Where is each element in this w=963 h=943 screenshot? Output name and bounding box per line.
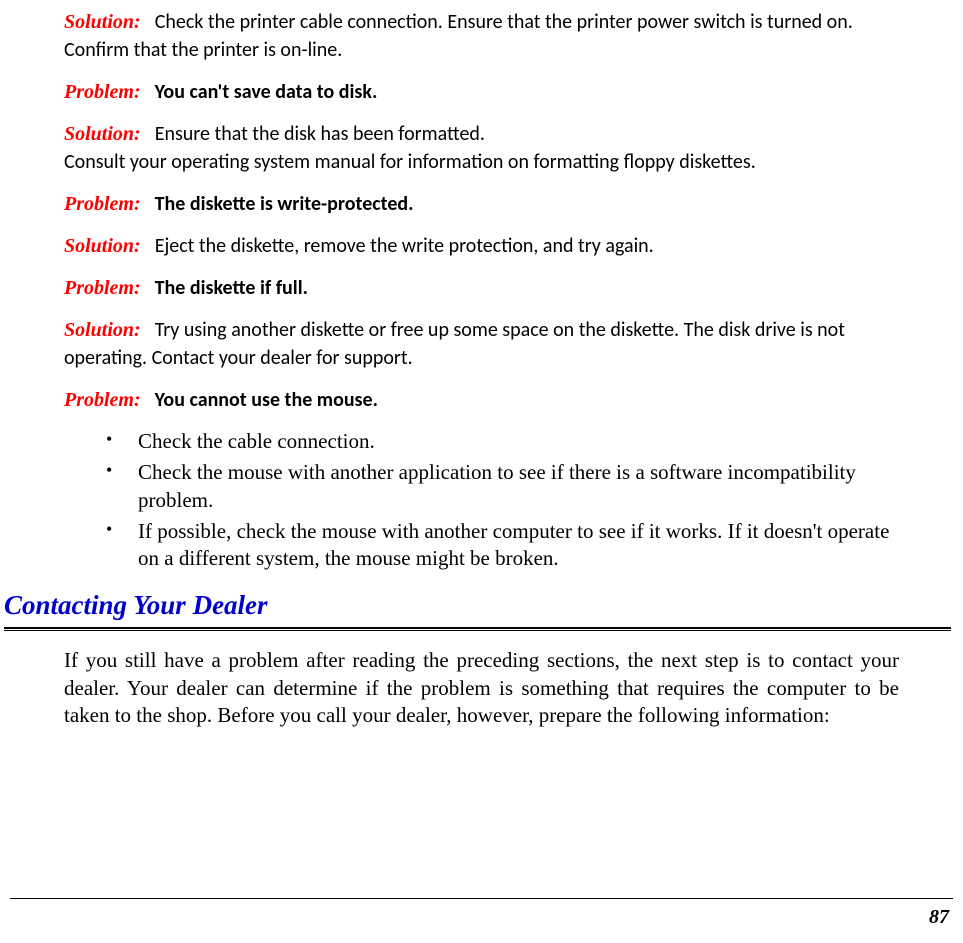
problem-label: Problem: [64, 277, 141, 299]
solution-label: Solution: [64, 11, 141, 33]
problem-entry-1: Problem: You can't save data to disk. [64, 78, 899, 106]
page-number: 87 [929, 906, 949, 929]
solution-text-3: Try using another diskette or free up so… [64, 318, 845, 370]
problem-label: Problem: [64, 193, 141, 215]
problem-entry-4: Problem: You cannot use the mouse. [64, 386, 899, 414]
solution-text-2: Eject the diskette, remove the write pro… [155, 234, 654, 258]
solution-entry-2: Solution: Eject the diskette, remove the … [64, 232, 899, 260]
page-content: Solution:Check the printer cable connect… [0, 0, 963, 729]
problem-entry-2: Problem: The diskette is write-protected. [64, 190, 899, 218]
solution-text-0: Check the printer cable connection. Ensu… [64, 10, 853, 62]
problem-label: Problem: [64, 389, 141, 411]
solution-label: Solution: [64, 319, 141, 341]
problem-text-2: The diskette is write-protected. [155, 192, 414, 216]
problem-entry-3: Problem: The diskette if full. [64, 274, 899, 302]
bullet-item-2: Check the mouse with another application… [106, 459, 899, 514]
bullet-item-3: If possible, check the mouse with anothe… [106, 518, 899, 573]
bullet-list: Check the cable connection. Check the mo… [64, 428, 899, 572]
problem-text-4: You cannot use the mouse. [155, 388, 378, 412]
solution-entry-1: Solution: Ensure that the disk has been f… [64, 120, 899, 176]
problem-text-3: The diskette if full. [155, 276, 308, 300]
problem-label: Problem: [64, 81, 141, 103]
solution-text-1b: Consult your operating system manual for… [64, 150, 756, 174]
solution-entry-3: Solution:Try using another diskette or f… [64, 316, 899, 372]
double-rule [4, 627, 951, 631]
solution-label: Solution: [64, 123, 141, 145]
body-paragraph: If you still have a problem after readin… [64, 647, 899, 729]
bullet-item-1: Check the cable connection. [106, 428, 899, 455]
problem-text-1: You can't save data to disk. [155, 80, 378, 104]
section-heading: Contacting Your Dealer [4, 590, 899, 621]
solution-label: Solution: [64, 235, 141, 257]
solution-text-1a: Ensure that the disk has been formatted. [155, 122, 485, 146]
solution-entry-0: Solution:Check the printer cable connect… [64, 8, 899, 64]
footer-rule [10, 898, 953, 899]
